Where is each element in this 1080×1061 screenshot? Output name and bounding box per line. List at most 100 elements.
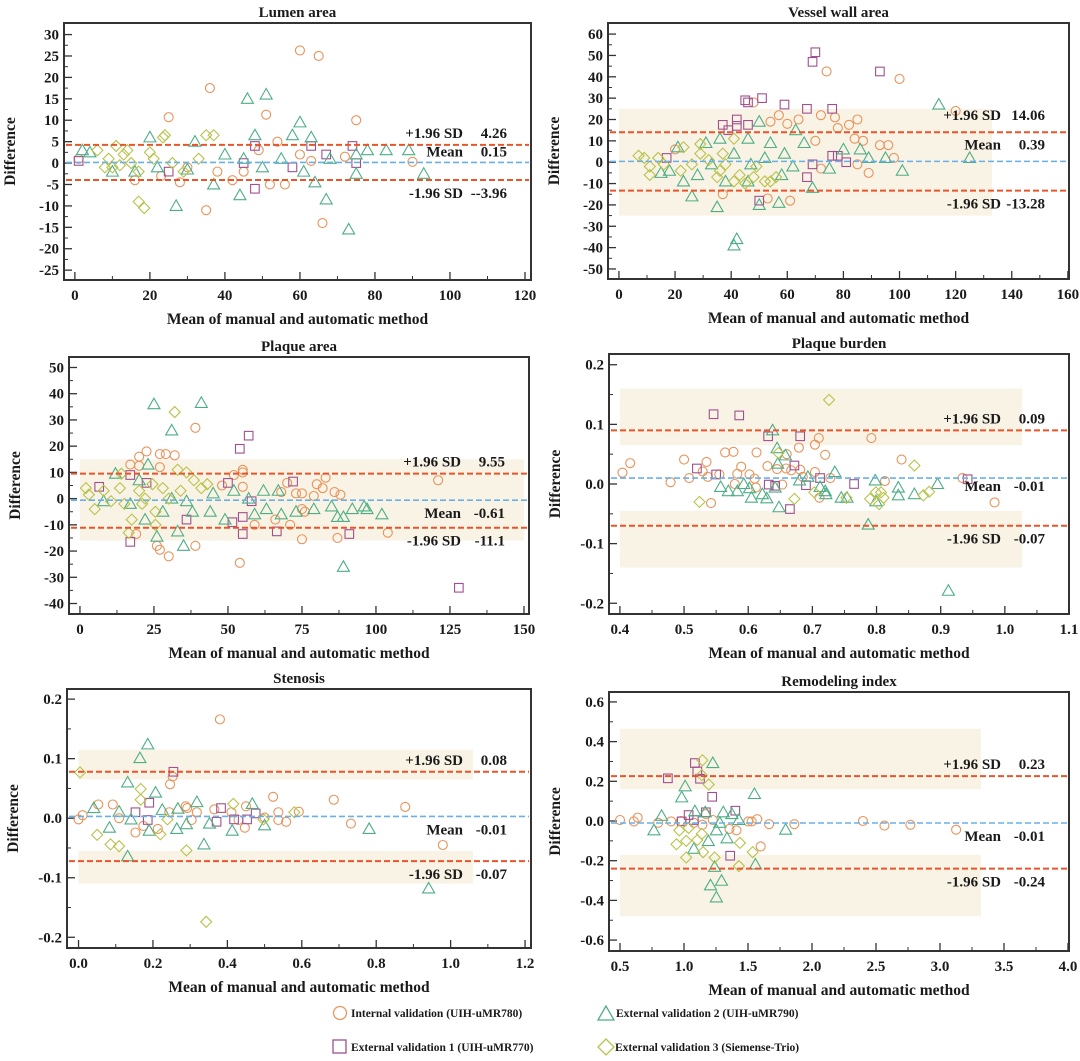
circle-data-point: [407, 156, 418, 167]
circle-data-point: [782, 118, 793, 129]
circle-data-point: [437, 839, 448, 851]
circle-data-point: [666, 816, 677, 827]
square-data-point: [725, 850, 736, 861]
square-data-point: [802, 172, 812, 183]
square-data-point: [807, 57, 818, 67]
diamond-data-point: [104, 494, 118, 508]
y-axis-label: Difference: [546, 117, 563, 186]
square-data-point: [807, 159, 818, 170]
lower-limit-value: -0.07: [1014, 532, 1046, 548]
triangle-data-point: [891, 480, 906, 493]
x-tick-label: 0.8: [867, 622, 886, 638]
diamond-data-point: [161, 813, 174, 826]
x-tick-label: 4.0: [1059, 959, 1078, 975]
triangle-data-point: [822, 161, 837, 174]
circle-data-point: [276, 487, 287, 498]
diamond-data-point: [88, 502, 102, 516]
upper-limit-value: 0.23: [1019, 757, 1045, 773]
x-tick-label: 80: [367, 288, 382, 304]
triangle-data-point: [120, 775, 135, 788]
circle-data-point: [131, 528, 142, 540]
triangle-data-point: [941, 583, 956, 596]
diamond-data-point: [154, 828, 167, 841]
triangle-data-point: [727, 238, 741, 251]
x-tick-label: 0.6: [292, 956, 311, 972]
triangle-data-point: [818, 487, 833, 500]
triangle-data-point: [127, 164, 142, 177]
diamond-data-point: [149, 505, 162, 519]
mean-value: 0.15: [481, 144, 507, 160]
diamond-data-point: [657, 158, 671, 171]
circle-data-point: [874, 140, 885, 151]
square-data-point: [708, 409, 719, 420]
square-data-point: [234, 443, 245, 454]
triangle-data-point: [226, 483, 241, 496]
x-tick-label: 0.5: [611, 959, 630, 975]
y-tick-label: 30: [44, 28, 59, 44]
x-tick-label: 0: [71, 288, 79, 304]
circle-data-point: [328, 794, 339, 805]
plot-frame: [63, 22, 532, 281]
circle-data-point: [182, 803, 193, 814]
circle-data-point: [190, 422, 201, 433]
mean-label: Mean: [426, 144, 463, 160]
triangle-data-point: [330, 509, 345, 523]
circle-data-point: [815, 110, 827, 121]
diamond-data-point: [679, 851, 693, 864]
circle-data-point: [809, 467, 820, 478]
triangle-data-point: [797, 135, 812, 149]
triangle-data-point: [185, 504, 200, 517]
diamond-data-point: [192, 152, 205, 166]
triangle-data-point: [868, 473, 883, 486]
triangle-data-point: [891, 488, 906, 501]
circle-data-point: [285, 519, 296, 530]
triangle-data-point: [742, 481, 757, 494]
y-tick-label: 20: [588, 113, 603, 129]
circle-data-point: [632, 812, 643, 823]
x-axis-label: Mean of manual and automatic method: [168, 645, 430, 662]
y-tick-label: 30: [49, 413, 64, 429]
circle-data-point: [290, 488, 302, 499]
triangle-data-point: [768, 480, 783, 493]
diamond-data-point: [166, 156, 179, 170]
triangle-data-point: [169, 198, 184, 211]
diamond-data-point: [97, 484, 110, 498]
triangle-data-point: [148, 785, 163, 798]
x-tick-label: 140: [1001, 287, 1024, 303]
diamond-data-point: [121, 143, 134, 157]
diamond-data-point: [125, 513, 139, 526]
triangle-data-point: [698, 805, 713, 818]
triangle-data-point: [724, 806, 739, 820]
diamond-data-point: [733, 836, 747, 850]
y-tick-label: -20: [44, 544, 64, 560]
circle-data-point: [810, 135, 821, 146]
square-data-point: [785, 504, 795, 514]
chart-title: Plaque burden: [792, 336, 887, 352]
circle-data-point: [679, 454, 690, 465]
triangle-data-point: [147, 397, 161, 410]
y-tick-label: -0.4: [580, 893, 604, 909]
triangle-data-point: [245, 796, 260, 809]
triangle-data-point: [730, 484, 745, 497]
triangle-data-point: [805, 180, 820, 193]
chart-title: Vessel wall area: [788, 5, 889, 21]
triangle-data-point: [714, 873, 729, 886]
y-tick-label: 10: [44, 113, 59, 129]
y-tick-label: 40: [49, 387, 64, 403]
circle-data-point: [724, 823, 735, 834]
triangle-data-point: [319, 192, 334, 205]
x-tick-label: 0.8: [367, 956, 386, 972]
y-tick-label: 20: [49, 439, 64, 455]
diamond-data-point: [180, 466, 193, 479]
y-axis-label: Difference: [7, 451, 24, 520]
circle-data-point: [748, 97, 759, 108]
x-tick-label: 40: [217, 288, 232, 304]
y-tick-label: -30: [44, 570, 64, 586]
diamond-data-point: [199, 915, 213, 929]
triangle-data-point: [704, 157, 719, 170]
circle-data-point: [154, 448, 165, 460]
square-data-point: [827, 103, 838, 114]
limit-confidence-band: [78, 749, 473, 780]
diamond-data-point: [863, 492, 877, 506]
square-data-point: [802, 103, 812, 114]
